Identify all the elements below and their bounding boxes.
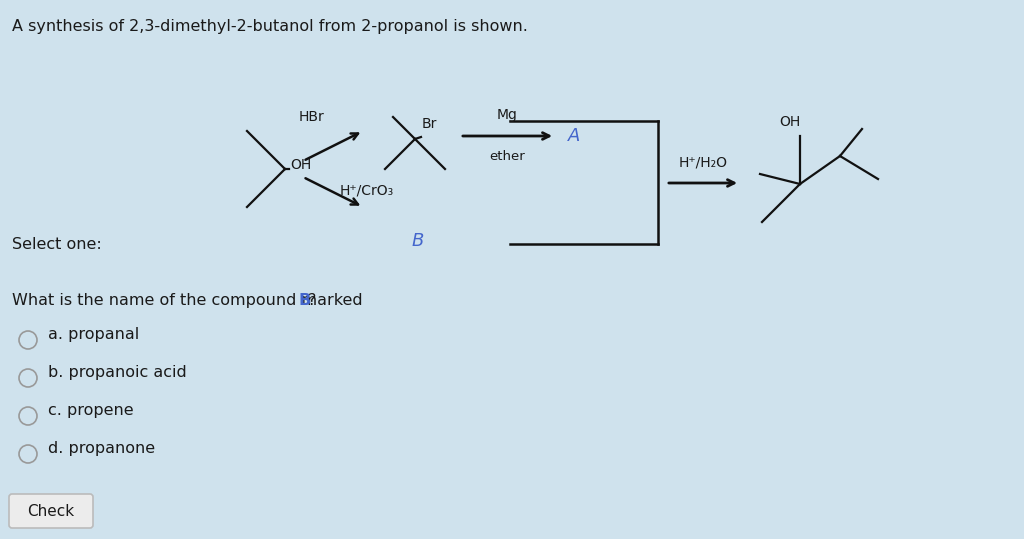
Text: H⁺/H₂O: H⁺/H₂O — [679, 155, 727, 169]
Text: OH: OH — [779, 115, 801, 129]
Text: Mg: Mg — [497, 108, 517, 122]
Text: a. propanal: a. propanal — [48, 328, 139, 342]
Text: ether: ether — [489, 150, 525, 163]
Text: Select one:: Select one: — [12, 237, 101, 252]
Text: ?: ? — [308, 293, 316, 308]
Text: Br: Br — [422, 117, 437, 131]
Text: A synthesis of 2,3-dimethyl-2-butanol from 2-propanol is shown.: A synthesis of 2,3-dimethyl-2-butanol fr… — [12, 19, 528, 34]
Text: Check: Check — [28, 503, 75, 519]
Text: A: A — [568, 127, 581, 145]
Text: HBr: HBr — [299, 110, 325, 124]
Text: B: B — [412, 232, 424, 250]
Text: d. propanone: d. propanone — [48, 441, 155, 457]
Text: OH: OH — [290, 158, 311, 172]
FancyBboxPatch shape — [9, 494, 93, 528]
Text: b. propanoic acid: b. propanoic acid — [48, 365, 186, 381]
Text: B: B — [298, 293, 310, 308]
Text: H⁺/CrO₃: H⁺/CrO₃ — [340, 184, 394, 198]
Text: c. propene: c. propene — [48, 404, 133, 418]
Text: What is the name of the compound marked: What is the name of the compound marked — [12, 293, 368, 308]
